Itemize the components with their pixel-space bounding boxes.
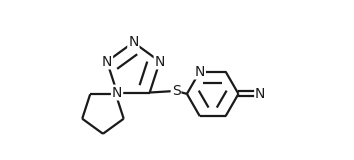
Text: N: N bbox=[155, 55, 165, 68]
Text: N: N bbox=[112, 86, 122, 100]
Text: N: N bbox=[255, 87, 266, 101]
Text: N: N bbox=[128, 35, 138, 49]
Text: N: N bbox=[102, 55, 112, 68]
Text: N: N bbox=[195, 64, 205, 79]
Text: S: S bbox=[172, 84, 181, 98]
